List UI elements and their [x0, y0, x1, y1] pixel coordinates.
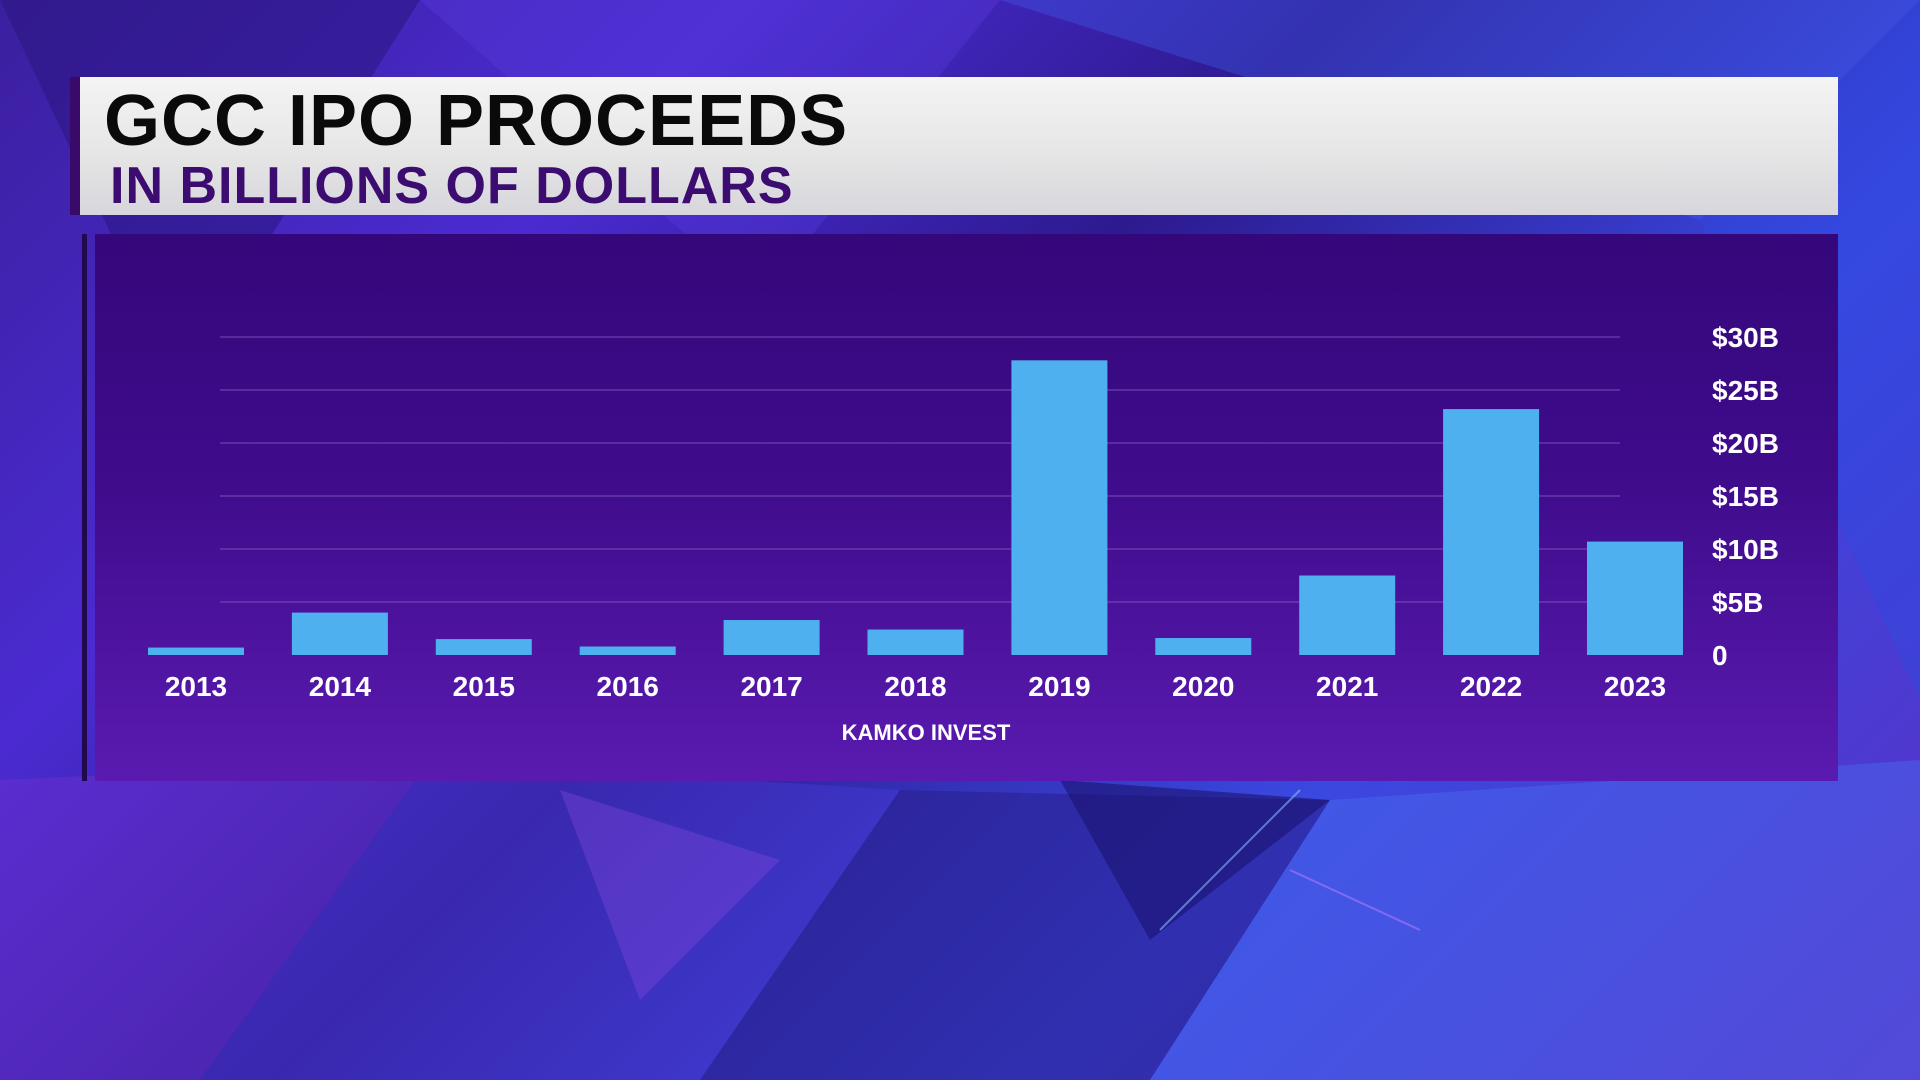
bar-2021	[1299, 575, 1396, 655]
x-tick-label: 2018	[884, 671, 946, 702]
y-tick-label: $15B	[1712, 481, 1779, 512]
y-tick-label: 0	[1712, 640, 1728, 671]
bar-2018	[867, 629, 964, 655]
bar-2015	[435, 639, 532, 655]
y-axis-labels: 0 $5B $10B $15B $20B $25B $30B	[1712, 322, 1779, 671]
bar-2014	[291, 612, 388, 655]
x-tick-label: 2020	[1172, 671, 1234, 702]
x-tick-label: 2013	[165, 671, 227, 702]
title-banner	[70, 77, 1838, 215]
bars	[148, 360, 1683, 655]
x-tick-label: 2015	[453, 671, 515, 702]
y-tick-label: $25B	[1712, 375, 1779, 406]
y-tick-label: $10B	[1712, 534, 1779, 565]
bar-2019	[1011, 360, 1108, 655]
x-tick-label: 2014	[309, 671, 372, 702]
y-tick-label: $20B	[1712, 428, 1779, 459]
chart-title: GCC IPO PROCEEDS	[104, 81, 849, 161]
x-tick-label: 2016	[597, 671, 659, 702]
bar-2013	[148, 647, 244, 655]
chart-panel-edge	[82, 234, 87, 781]
x-tick-label: 2021	[1316, 671, 1378, 702]
x-tick-label: 2022	[1460, 671, 1522, 702]
bar-2022	[1443, 409, 1540, 655]
gridlines	[220, 336, 1620, 603]
x-axis-labels: 2013 2014 2015 2016 2017 2018 2019 2020 2021 2022…	[165, 671, 1666, 702]
bar-2020	[1155, 638, 1252, 655]
bar-2023	[1587, 541, 1683, 655]
chart-panel	[95, 234, 1838, 781]
bar-2017	[723, 620, 820, 655]
x-tick-label: 2019	[1028, 671, 1090, 702]
x-tick-label: 2023	[1604, 671, 1666, 702]
y-tick-label: $5B	[1712, 587, 1763, 618]
y-tick-label: $30B	[1712, 322, 1779, 353]
x-tick-label: 2017	[740, 671, 802, 702]
bar-2016	[579, 646, 676, 655]
chart-subtitle: IN BILLIONS OF DOLLARS	[110, 157, 794, 215]
source-label: KAMKO INVEST	[842, 720, 1011, 745]
title-banner-accent	[70, 77, 80, 215]
